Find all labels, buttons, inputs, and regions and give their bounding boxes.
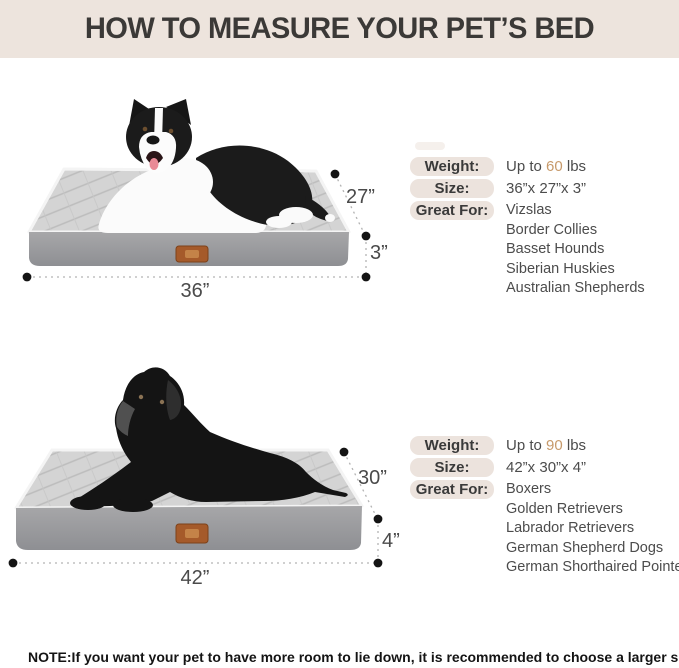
great-for-label-pill: Great For: xyxy=(410,480,494,499)
bottom-note: NOTE:If you want your pet to have more r… xyxy=(28,649,679,665)
breed-item: Boxers xyxy=(506,481,552,497)
weight-row: Weight: Up to 60 lbs xyxy=(410,157,672,176)
spec-panel-1: Weight: Up to 60 lbs Size: 36”x 27”x 3” … xyxy=(410,157,672,302)
bed-illustration-36in xyxy=(22,99,371,282)
dimension-dots-36 xyxy=(22,169,371,282)
dimension-dots-42 xyxy=(8,447,383,568)
spec-panel-2: Weight: Up to 90 lbs Size: 42”x 30”x 4” … xyxy=(410,436,679,581)
size-row: Size: 36”x 27”x 3” xyxy=(410,179,672,198)
size-row: Size: 42”x 30”x 4” xyxy=(410,458,672,477)
faint-pill-artifact xyxy=(415,142,445,150)
weight-value: Up to 90 lbs xyxy=(506,437,587,454)
size-value: 36”x 27”x 3” xyxy=(506,180,587,197)
great-for-row: Great For: Vizslas Border Collies Basset… xyxy=(410,201,672,299)
dim-width-2: 42” xyxy=(180,567,210,589)
size-value: 42”x 30”x 4” xyxy=(506,459,587,476)
breed-item: German Shorthaired Pointers xyxy=(506,559,679,575)
breed-list: Vizslas Border Collies Basset Hounds Sib… xyxy=(506,201,645,299)
great-for-label-pill: Great For: xyxy=(410,201,494,220)
brand-tag xyxy=(175,523,209,544)
dim-width-1: 36” xyxy=(180,280,210,302)
weight-value: Up to 60 lbs xyxy=(506,158,587,175)
breed-item: Vizslas xyxy=(506,202,552,218)
breed-item: Australian Shepherds xyxy=(506,280,645,296)
dimension-lines-42 xyxy=(13,451,379,564)
size-label-pill: Size: xyxy=(410,458,494,477)
dim-height-2: 4” xyxy=(382,530,400,552)
breed-item: Golden Retrievers xyxy=(506,500,623,517)
weight-row: Weight: Up to 90 lbs xyxy=(410,436,672,455)
weight-label-pill: Weight: xyxy=(410,157,494,176)
weight-number: 60 xyxy=(546,158,563,175)
header-band: HOW TO MEASURE YOUR PET’S BED xyxy=(0,0,679,58)
bed-illustration-42in xyxy=(8,367,383,568)
size-label-pill: Size: xyxy=(410,179,494,198)
breed-item: Border Collies xyxy=(506,221,598,238)
dim-depth-2: 30” xyxy=(358,467,387,489)
dim-height-1: 3” xyxy=(370,242,388,264)
black-lab-illustration xyxy=(70,367,348,512)
weight-number: 90 xyxy=(546,437,563,454)
breed-item: German Shepherd Dogs xyxy=(506,539,664,556)
weight-label-pill: Weight: xyxy=(410,436,494,455)
dim-depth-1: 27” xyxy=(346,186,375,208)
border-collie-illustration xyxy=(98,99,335,233)
page-title: HOW TO MEASURE YOUR PET’S BED xyxy=(84,12,595,45)
breed-item: Siberian Huskies xyxy=(506,260,615,277)
dimension-lines-36 xyxy=(27,173,367,278)
breed-item: Labrador Retrievers xyxy=(506,520,635,536)
great-for-row: Great For: Boxers Golden Retrievers Labr… xyxy=(410,480,679,578)
breed-list: Boxers Golden Retrievers Labrador Retrie… xyxy=(506,480,679,578)
breed-item: Basset Hounds xyxy=(506,241,605,257)
brand-tag xyxy=(175,245,209,263)
